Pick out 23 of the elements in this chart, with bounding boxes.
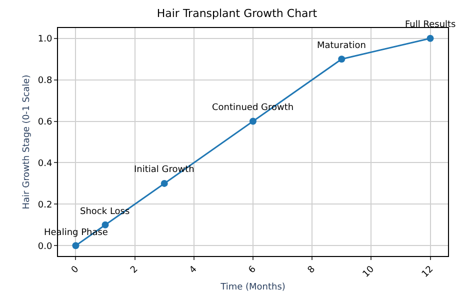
y-tick-label: 0.0 — [38, 242, 52, 252]
y-tick-label: 0.4 — [38, 158, 52, 169]
annotation: Maturation — [317, 41, 366, 51]
x-tick-label: 12 — [420, 264, 436, 280]
x-tick-label: 0 — [70, 264, 82, 276]
x-tick-label: 8 — [306, 264, 318, 276]
y-tick-label: 0.6 — [38, 117, 52, 128]
point — [426, 34, 434, 42]
y-tick-label: 0.8 — [38, 76, 52, 86]
x-tick-label: 4 — [188, 264, 200, 276]
point — [250, 118, 256, 125]
y-axis-title: Hair Growth Stage (0-1 Scale) — [22, 74, 32, 210]
y-tick-label: 1.0 — [38, 34, 52, 45]
point — [72, 242, 80, 250]
point — [338, 56, 346, 63]
x-tick-label: 6 — [247, 264, 258, 276]
point — [160, 180, 168, 187]
point — [102, 221, 109, 228]
x-tick-label: 10 — [361, 264, 377, 280]
chart-title: Hair Transplant Growth Chart — [156, 6, 318, 20]
y-tick-label: 0.2 — [38, 200, 52, 210]
x-tick-label: 2 — [128, 264, 140, 276]
x-axis-title: Time (Months) — [220, 282, 286, 292]
